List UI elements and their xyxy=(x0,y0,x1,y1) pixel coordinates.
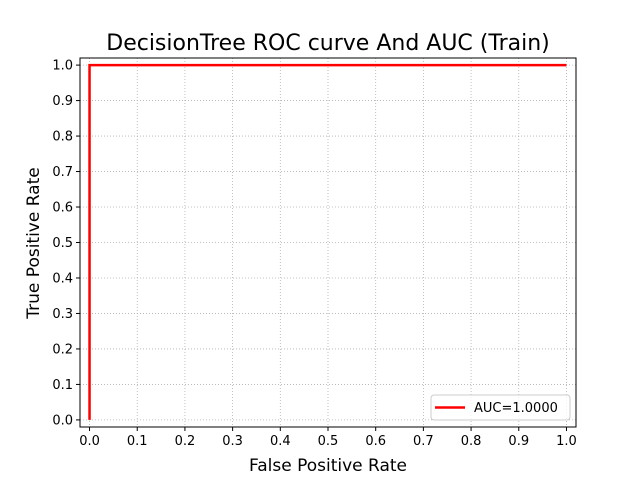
x-tick-label: 1.0 xyxy=(556,434,577,449)
y-tick-label: 0.6 xyxy=(52,201,73,216)
x-tick-label: 0.5 xyxy=(318,434,339,449)
y-axis-label: True Positive Rate xyxy=(24,167,44,319)
roc-curve-line xyxy=(88,63,567,420)
x-tick-label: 0.4 xyxy=(270,434,291,449)
y-tick-label: 0.0 xyxy=(52,413,73,428)
x-tick-label: 0.6 xyxy=(365,434,386,449)
x-tick-label: 0.2 xyxy=(175,434,196,449)
y-axis-ticks: 0.0 0.1 0.2 0.3 0.4 0.5 0.6 0.7 0.8 0.9 1.0 xyxy=(52,59,80,428)
x-tick-label: 0.3 xyxy=(222,434,243,449)
y-tick-label: 0.5 xyxy=(52,236,73,251)
x-tick-label: 0.7 xyxy=(413,434,434,449)
y-tick-label: 0.1 xyxy=(52,378,73,393)
y-tick-label: 0.2 xyxy=(52,342,73,357)
y-tick-label: 0.9 xyxy=(52,94,73,109)
x-tick-label: 0.9 xyxy=(508,434,529,449)
x-axis-label: False Positive Rate xyxy=(249,456,407,476)
legend-box xyxy=(430,394,571,421)
legend-label: AUC=1.0000 xyxy=(474,401,558,416)
y-tick-label: 0.3 xyxy=(52,307,73,322)
y-tick-label: 0.7 xyxy=(52,165,73,180)
x-tick-label: 0.8 xyxy=(461,434,482,449)
chart-title: DecisionTree ROC curve And AUC (Train) xyxy=(106,31,550,56)
x-tick-label: 0.1 xyxy=(127,434,148,449)
x-tick-label: 0.0 xyxy=(79,434,100,449)
y-tick-label: 0.8 xyxy=(52,130,73,145)
legend: AUC=1.0000 xyxy=(430,394,571,421)
series-layer xyxy=(88,63,567,420)
x-axis-ticks: 0.0 0.1 0.2 0.3 0.4 0.5 0.6 0.7 0.8 0.9 1.0 xyxy=(79,427,577,449)
y-tick-label: 1.0 xyxy=(52,59,73,74)
y-tick-label: 0.4 xyxy=(52,271,73,286)
